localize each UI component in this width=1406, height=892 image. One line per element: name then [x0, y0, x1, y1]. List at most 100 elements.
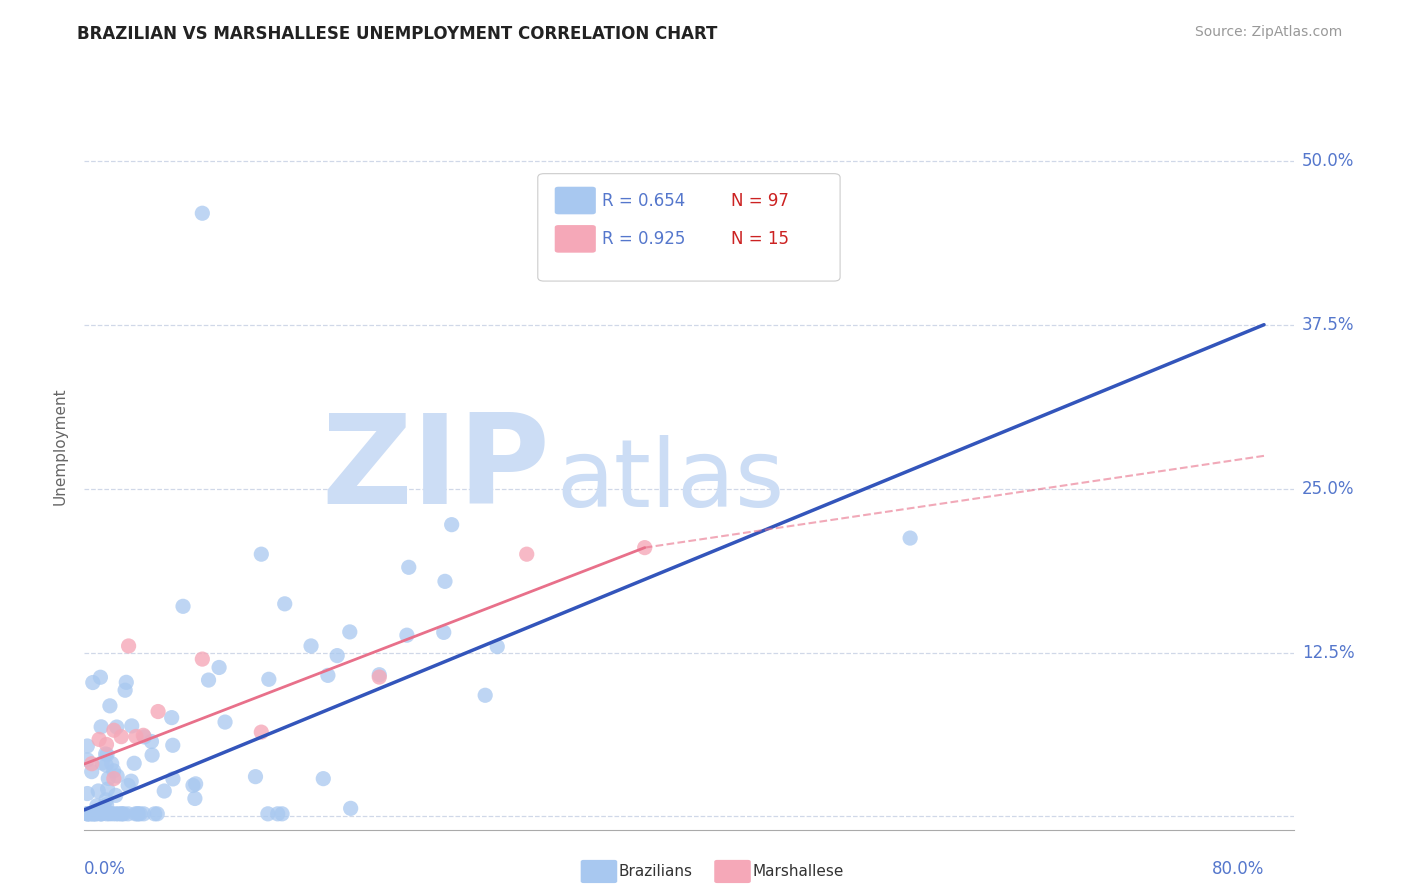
Point [127, 806, 149, 821]
Point [121, 719, 143, 733]
Point [90, 720, 112, 734]
Point [181, 779, 204, 793]
Point [257, 673, 280, 687]
Text: N = 97: N = 97 [731, 192, 789, 210]
Point [111, 806, 134, 821]
Point [89, 806, 111, 821]
Point [103, 772, 125, 786]
FancyBboxPatch shape [538, 174, 841, 281]
Point [368, 667, 391, 681]
Point [96, 797, 118, 812]
Y-axis label: Unemployment: Unemployment [52, 387, 67, 505]
Point [82, 806, 104, 821]
Point [87, 784, 110, 798]
Point [398, 560, 420, 574]
Point [516, 547, 538, 561]
Point [172, 599, 194, 614]
Point [84, 806, 107, 821]
Text: atlas: atlas [555, 434, 785, 526]
Point [103, 764, 125, 778]
Point [312, 772, 335, 786]
Point [160, 711, 183, 725]
Point [122, 756, 145, 771]
Text: BRAZILIAN VS MARSHALLESE UNEMPLOYMENT CORRELATION CHART: BRAZILIAN VS MARSHALLESE UNEMPLOYMENT CO… [77, 25, 717, 43]
Point [94, 793, 117, 807]
Point [107, 806, 129, 821]
Point [110, 806, 132, 821]
Point [214, 714, 236, 729]
Point [110, 730, 132, 744]
Point [162, 739, 184, 753]
Point [486, 640, 509, 654]
Point [94, 747, 117, 761]
Point [898, 531, 921, 545]
Point [87, 732, 110, 747]
Point [96, 747, 118, 762]
Point [79, 806, 101, 821]
Point [76, 739, 98, 753]
Point [103, 723, 125, 738]
Point [120, 774, 142, 789]
Point [83, 806, 105, 821]
Text: Brazilians: Brazilians [619, 864, 693, 879]
Point [76, 753, 98, 767]
Point [96, 806, 118, 821]
Point [115, 675, 138, 690]
Point [395, 628, 418, 642]
Point [91, 756, 114, 770]
Point [129, 806, 152, 821]
Point [104, 789, 127, 803]
Point [100, 756, 122, 771]
Point [267, 806, 290, 821]
Point [82, 675, 104, 690]
Point [433, 625, 456, 640]
Point [101, 806, 124, 821]
Point [299, 639, 322, 653]
Point [94, 758, 117, 772]
Point [197, 673, 219, 687]
Point [80, 756, 103, 771]
Point [86, 798, 108, 813]
Point [257, 806, 280, 821]
Text: 12.5%: 12.5% [1302, 643, 1354, 662]
Point [274, 597, 297, 611]
Text: 80.0%: 80.0% [1212, 860, 1264, 878]
Text: 25.0%: 25.0% [1302, 480, 1354, 498]
Point [76, 806, 98, 821]
Point [146, 806, 169, 821]
Point [117, 639, 139, 653]
Point [98, 806, 121, 821]
Point [250, 547, 273, 561]
Point [80, 764, 103, 779]
Point [368, 670, 391, 684]
Point [184, 777, 207, 791]
Point [93, 800, 115, 814]
Point [634, 541, 657, 555]
Point [208, 660, 231, 674]
Point [89, 670, 111, 684]
Point [433, 574, 456, 589]
Point [97, 772, 120, 786]
Point [162, 772, 184, 786]
Point [316, 668, 339, 682]
Point [114, 683, 136, 698]
Point [191, 206, 214, 220]
Point [105, 720, 128, 734]
Point [474, 688, 496, 702]
FancyBboxPatch shape [555, 186, 596, 214]
Point [440, 517, 463, 532]
Point [339, 801, 361, 815]
Point [134, 730, 156, 744]
Point [141, 748, 163, 763]
Point [96, 738, 118, 752]
Point [84, 806, 107, 821]
Point [191, 652, 214, 666]
Point [76, 806, 98, 821]
Point [132, 806, 155, 821]
Point [125, 730, 148, 744]
Point [141, 734, 163, 748]
Point [117, 779, 139, 793]
Point [90, 806, 112, 821]
Point [124, 806, 146, 821]
Point [132, 728, 155, 742]
